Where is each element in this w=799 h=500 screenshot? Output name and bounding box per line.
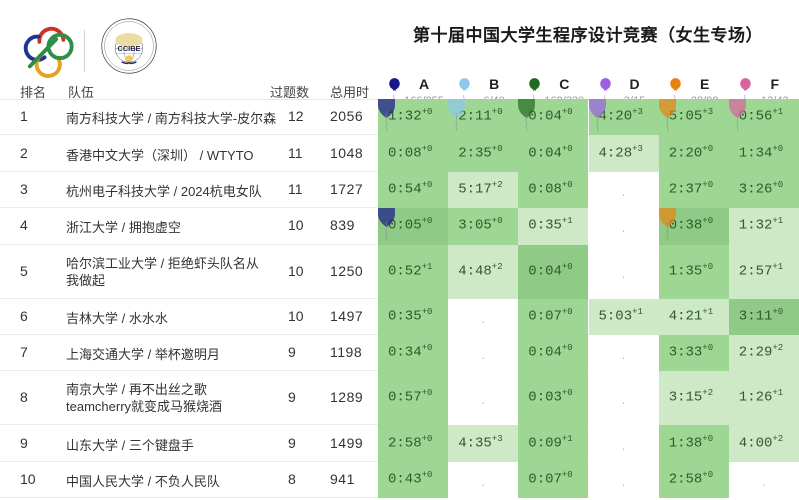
svg-text:CCIBE: CCIBE — [118, 44, 141, 53]
